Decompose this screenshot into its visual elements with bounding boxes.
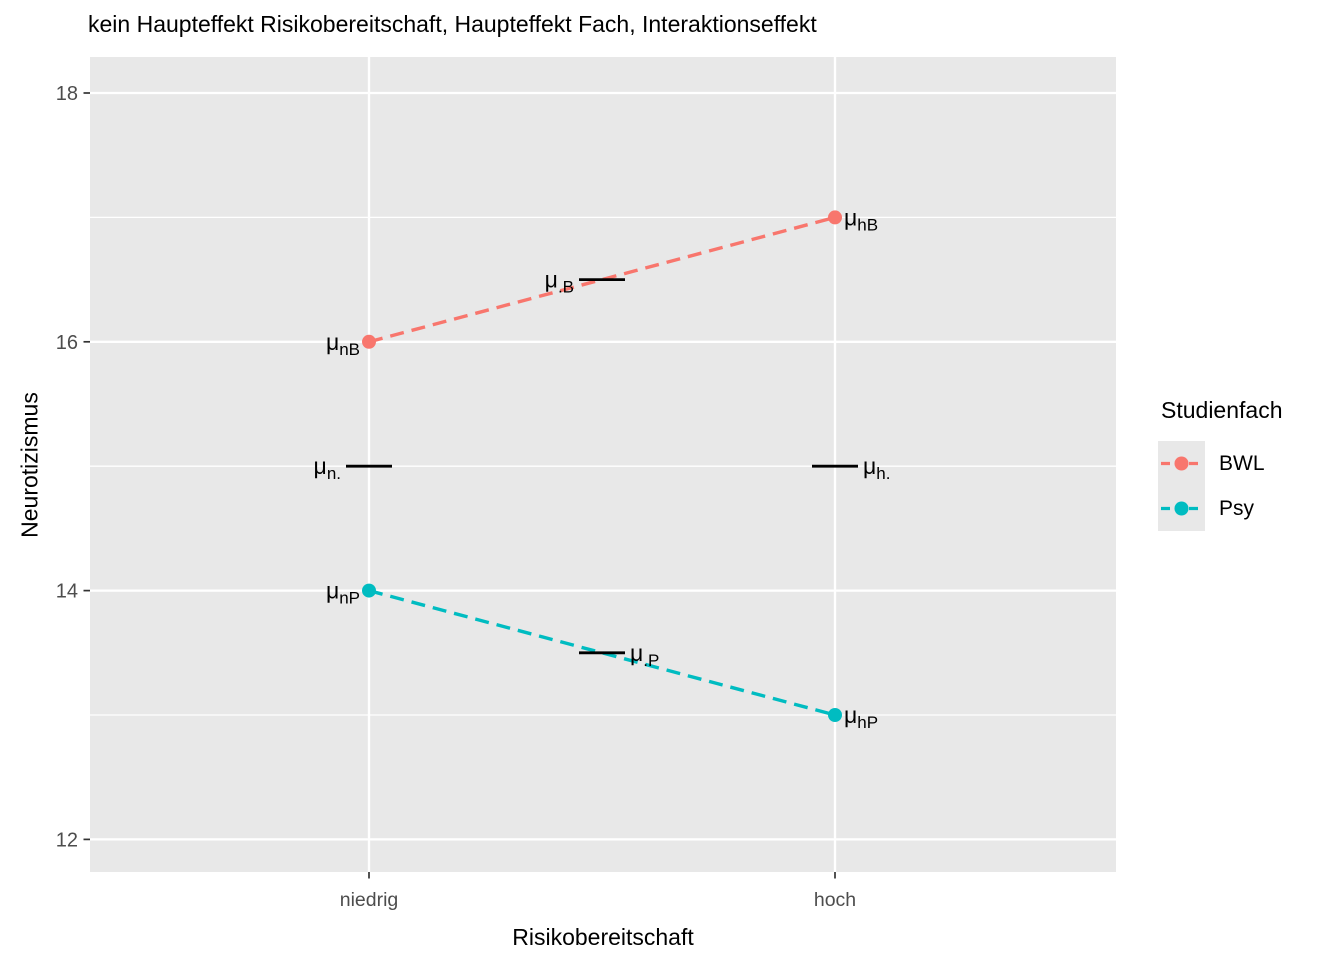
y-tick-label-16: 16 <box>56 332 78 354</box>
point-label-psy-niedrig: μnP <box>326 578 360 608</box>
legend-key-psy <box>1158 486 1205 531</box>
y-tick-label-12: 12 <box>56 829 78 851</box>
data-point-bwl-niedrig <box>362 334 376 349</box>
legend-key-bwl <box>1158 441 1205 486</box>
point-label-bwl-hoch: μhB <box>844 204 878 234</box>
point-label-bwl-niedrig: μnB <box>326 329 360 359</box>
x-axis-title: Risikobereitschaft <box>512 924 694 950</box>
legend-entry-psy: Psy <box>1158 486 1282 531</box>
panel-background <box>90 57 1116 872</box>
data-point-psy-niedrig <box>362 583 376 598</box>
legend-title: Studienfach <box>1161 397 1283 423</box>
y-tick-label-14: 14 <box>56 581 78 603</box>
legend-label-psy: Psy <box>1219 496 1255 520</box>
legend-glyph-psy-icon <box>1161 501 1202 516</box>
y-axis-title: Neurotizismus <box>16 392 43 538</box>
chart-title: kein Haupteffekt Risikobereitschaft, Hau… <box>88 11 817 37</box>
legend-entry-bwl: BWL <box>1158 441 1282 486</box>
data-point-bwl-hoch <box>828 210 842 225</box>
legend-glyph-bwl-icon <box>1161 456 1202 471</box>
y-tick-label-18: 18 <box>56 83 78 105</box>
x-tick-label-hoch: hoch <box>814 889 856 911</box>
legend-keys: BWL Psy <box>1158 441 1282 531</box>
data-point-psy-hoch <box>828 708 842 722</box>
series-line-psy <box>368 588 836 717</box>
mean-label-0: μ.B <box>545 267 574 297</box>
legend-label-bwl: BWL <box>1219 451 1265 475</box>
series-line-bwl <box>368 215 836 344</box>
x-tick-label-niedrig: niedrig <box>340 889 399 911</box>
mean-label-2: μn. <box>314 453 341 483</box>
legend: Studienfach BWL Psy <box>1158 397 1282 531</box>
mean-label-3: μh. <box>863 453 890 483</box>
point-label-psy-hoch: μhP <box>844 702 878 732</box>
mean-label-1: μ.P <box>630 640 659 670</box>
